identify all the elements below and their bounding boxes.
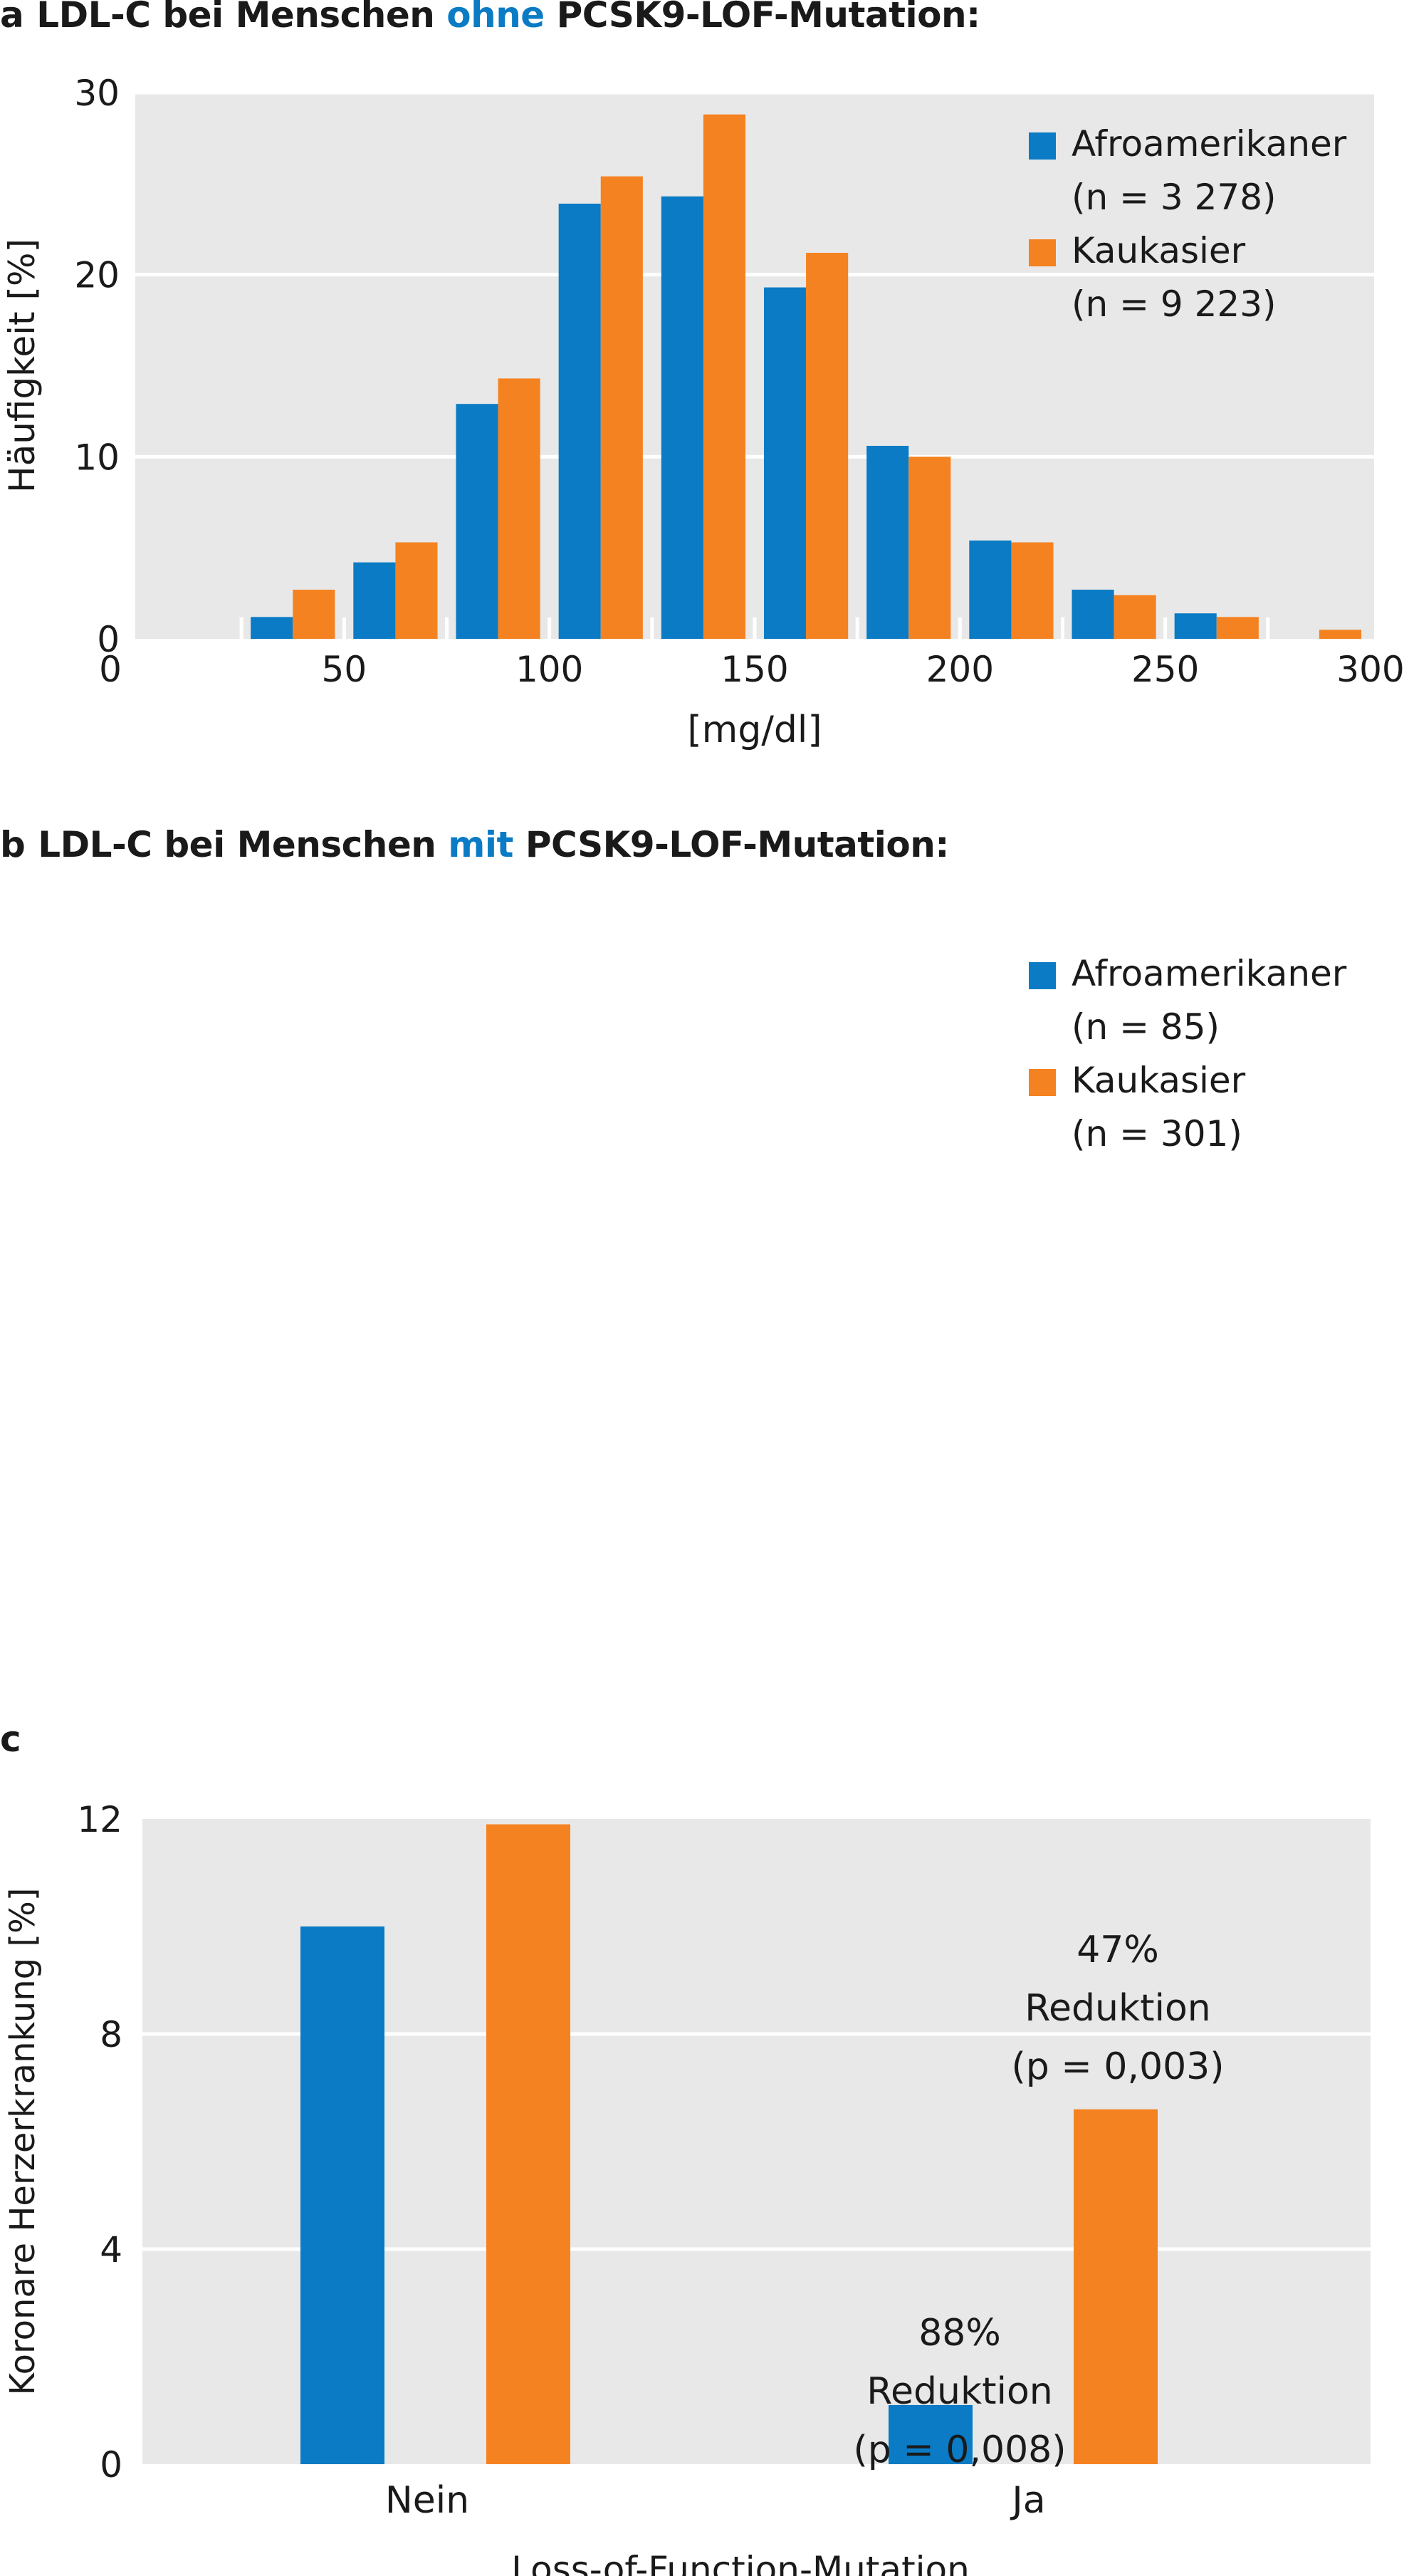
c-bar-kauk bbox=[486, 1824, 570, 2464]
a-bar-afro bbox=[353, 562, 396, 639]
a-xtick-label: 300 bbox=[1336, 649, 1404, 690]
panel-c-letter: c bbox=[0, 1719, 21, 1760]
annot-ja-afro-label: Reduktion bbox=[866, 2370, 1053, 2413]
a-bar-kauk bbox=[1319, 630, 1362, 639]
annot-ja-kauk: 47% Reduktion (p = 0,003) bbox=[990, 1921, 1246, 2096]
annot-ja-afro-p: (p = 0,008) bbox=[853, 2429, 1067, 2471]
a-xtick-label: 100 bbox=[515, 649, 583, 690]
a-xtick-label: 150 bbox=[721, 649, 788, 690]
a-bar-kauk bbox=[1114, 595, 1156, 639]
panel-a-title: a LDL-C bei Menschen ohne PCSK9-LOF-Mutat… bbox=[0, 0, 980, 36]
legend-a: Afroamerikaner (n = 3 278) Kaukasier (n … bbox=[1029, 118, 1346, 331]
panel-b-title-highlight: mit bbox=[448, 824, 513, 865]
legend-a-item-kauk: Kaukasier bbox=[1029, 224, 1346, 278]
a-bar-afro bbox=[866, 445, 909, 639]
a-xlabel: [mg/dl] bbox=[687, 709, 822, 751]
a-bar-kauk bbox=[1011, 542, 1054, 639]
a-bar-afro bbox=[456, 404, 498, 639]
panel-a-title-pre: LDL-C bei Menschen bbox=[36, 0, 447, 36]
panel-b-letter: b bbox=[0, 824, 26, 865]
annot-ja-kauk-p: (p = 0,003) bbox=[1011, 2045, 1225, 2088]
legend-b-swatch-kauk bbox=[1029, 1069, 1056, 1096]
a-bar-kauk bbox=[703, 114, 746, 639]
legend-b-item-kauk: Kaukasier bbox=[1029, 1054, 1346, 1107]
legend-b-label-kauk: Kaukasier bbox=[1072, 1060, 1246, 1101]
a-bar-kauk bbox=[600, 176, 643, 639]
a-bar-kauk bbox=[806, 252, 849, 639]
a-bar-kauk bbox=[498, 378, 540, 639]
bar-chart-c: 0 4 8 12 Nein Ja Loss-of-Function-Mutation Koro… bbox=[3, 1799, 1371, 2576]
c-xlabel: Loss-of-Function-Mutation bbox=[511, 2549, 970, 2576]
a-bar-afro bbox=[251, 617, 293, 639]
legend-a-swatch-kauk bbox=[1029, 239, 1056, 266]
annot-ja-afro: 88% Reduktion (p = 0,008) bbox=[832, 2304, 1088, 2479]
a-bar-kauk bbox=[908, 457, 951, 639]
c-ylabel: Koronare Herzerkrankung [%] bbox=[3, 1888, 43, 2396]
panel-a-title-post: PCSK9-LOF-Mutation: bbox=[544, 0, 980, 36]
a-plot-area bbox=[135, 93, 1374, 639]
panel-b-title-pre: LDL-C bei Menschen bbox=[38, 824, 449, 865]
legend-a-swatch-afro bbox=[1029, 132, 1056, 160]
a-ytick-label: 20 bbox=[74, 255, 120, 296]
a-bar-kauk bbox=[395, 542, 438, 639]
a-bar-afro bbox=[1174, 613, 1217, 639]
a-bar-kauk bbox=[1216, 617, 1259, 639]
legend-b-item-afro: Afroamerikaner bbox=[1029, 947, 1346, 1001]
legend-b-label-afro: Afroamerikaner bbox=[1072, 953, 1347, 994]
legend-b-swatch-afro bbox=[1029, 962, 1056, 989]
panel-a-title-highlight: ohne bbox=[446, 0, 545, 36]
a-ytick-label: 10 bbox=[74, 437, 120, 478]
panel-c-title: c bbox=[0, 1719, 33, 1760]
a-bar-kauk bbox=[293, 589, 335, 639]
a-bar-afro bbox=[558, 203, 601, 639]
c-ytick-label: 0 bbox=[100, 2444, 122, 2486]
panel-b-title: b LDL-C bei Menschen mit PCSK9-LOF-Mutati… bbox=[0, 824, 949, 865]
legend-b: Afroamerikaner (n = 85) Kaukasier (n = 3… bbox=[1029, 947, 1346, 1161]
c-category-label: Ja bbox=[1010, 2479, 1045, 2522]
a-xtick-label: 0 bbox=[99, 649, 122, 690]
annot-ja-kauk-label: Reduktion bbox=[1025, 1987, 1211, 2030]
histogram-b: 0102030050100150200250300[mg/dl]Häufigke… bbox=[0, 0, 1409, 883]
legend-a-item-afro: Afroamerikaner bbox=[1029, 118, 1346, 171]
legend-a-n-kauk: (n = 9 223) bbox=[1072, 283, 1277, 325]
legend-a-label-afro: Afroamerikaner bbox=[1072, 123, 1347, 165]
panel-b-title-post: PCSK9-LOF-Mutation: bbox=[513, 824, 949, 865]
a-ytick-label: 0 bbox=[97, 619, 120, 660]
c-category-label: Nein bbox=[385, 2479, 469, 2522]
c-bar-afro bbox=[300, 1926, 384, 2464]
annot-ja-kauk-pct: 47% bbox=[1077, 1929, 1159, 1971]
legend-b-n-afro: (n = 85) bbox=[1072, 1006, 1220, 1048]
a-bar-afro bbox=[661, 196, 703, 640]
c-bar-kauk bbox=[1074, 2109, 1158, 2464]
a-ylabel: Häufigkeit [%] bbox=[1, 239, 43, 493]
c-ytick-label: 12 bbox=[77, 1799, 122, 1840]
c-ytick-label: 8 bbox=[100, 2014, 122, 2055]
a-bar-afro bbox=[969, 540, 1012, 639]
c-ytick-label: 4 bbox=[100, 2229, 122, 2270]
a-bar-afro bbox=[1072, 589, 1114, 639]
legend-a-label-kauk: Kaukasier bbox=[1072, 230, 1246, 271]
panel-a-letter: a bbox=[0, 0, 24, 36]
annot-ja-afro-pct: 88% bbox=[918, 2312, 1001, 2355]
a-xtick-label: 250 bbox=[1131, 649, 1199, 690]
legend-a-n-afro: (n = 3 278) bbox=[1072, 177, 1277, 218]
a-bar-afro bbox=[763, 287, 807, 639]
a-ytick-label: 30 bbox=[74, 73, 120, 114]
c-bar-afro bbox=[889, 2404, 973, 2464]
a-xtick-label: 50 bbox=[322, 649, 367, 690]
a-xtick-label: 200 bbox=[926, 649, 994, 690]
legend-b-n-kauk: (n = 301) bbox=[1072, 1113, 1242, 1154]
